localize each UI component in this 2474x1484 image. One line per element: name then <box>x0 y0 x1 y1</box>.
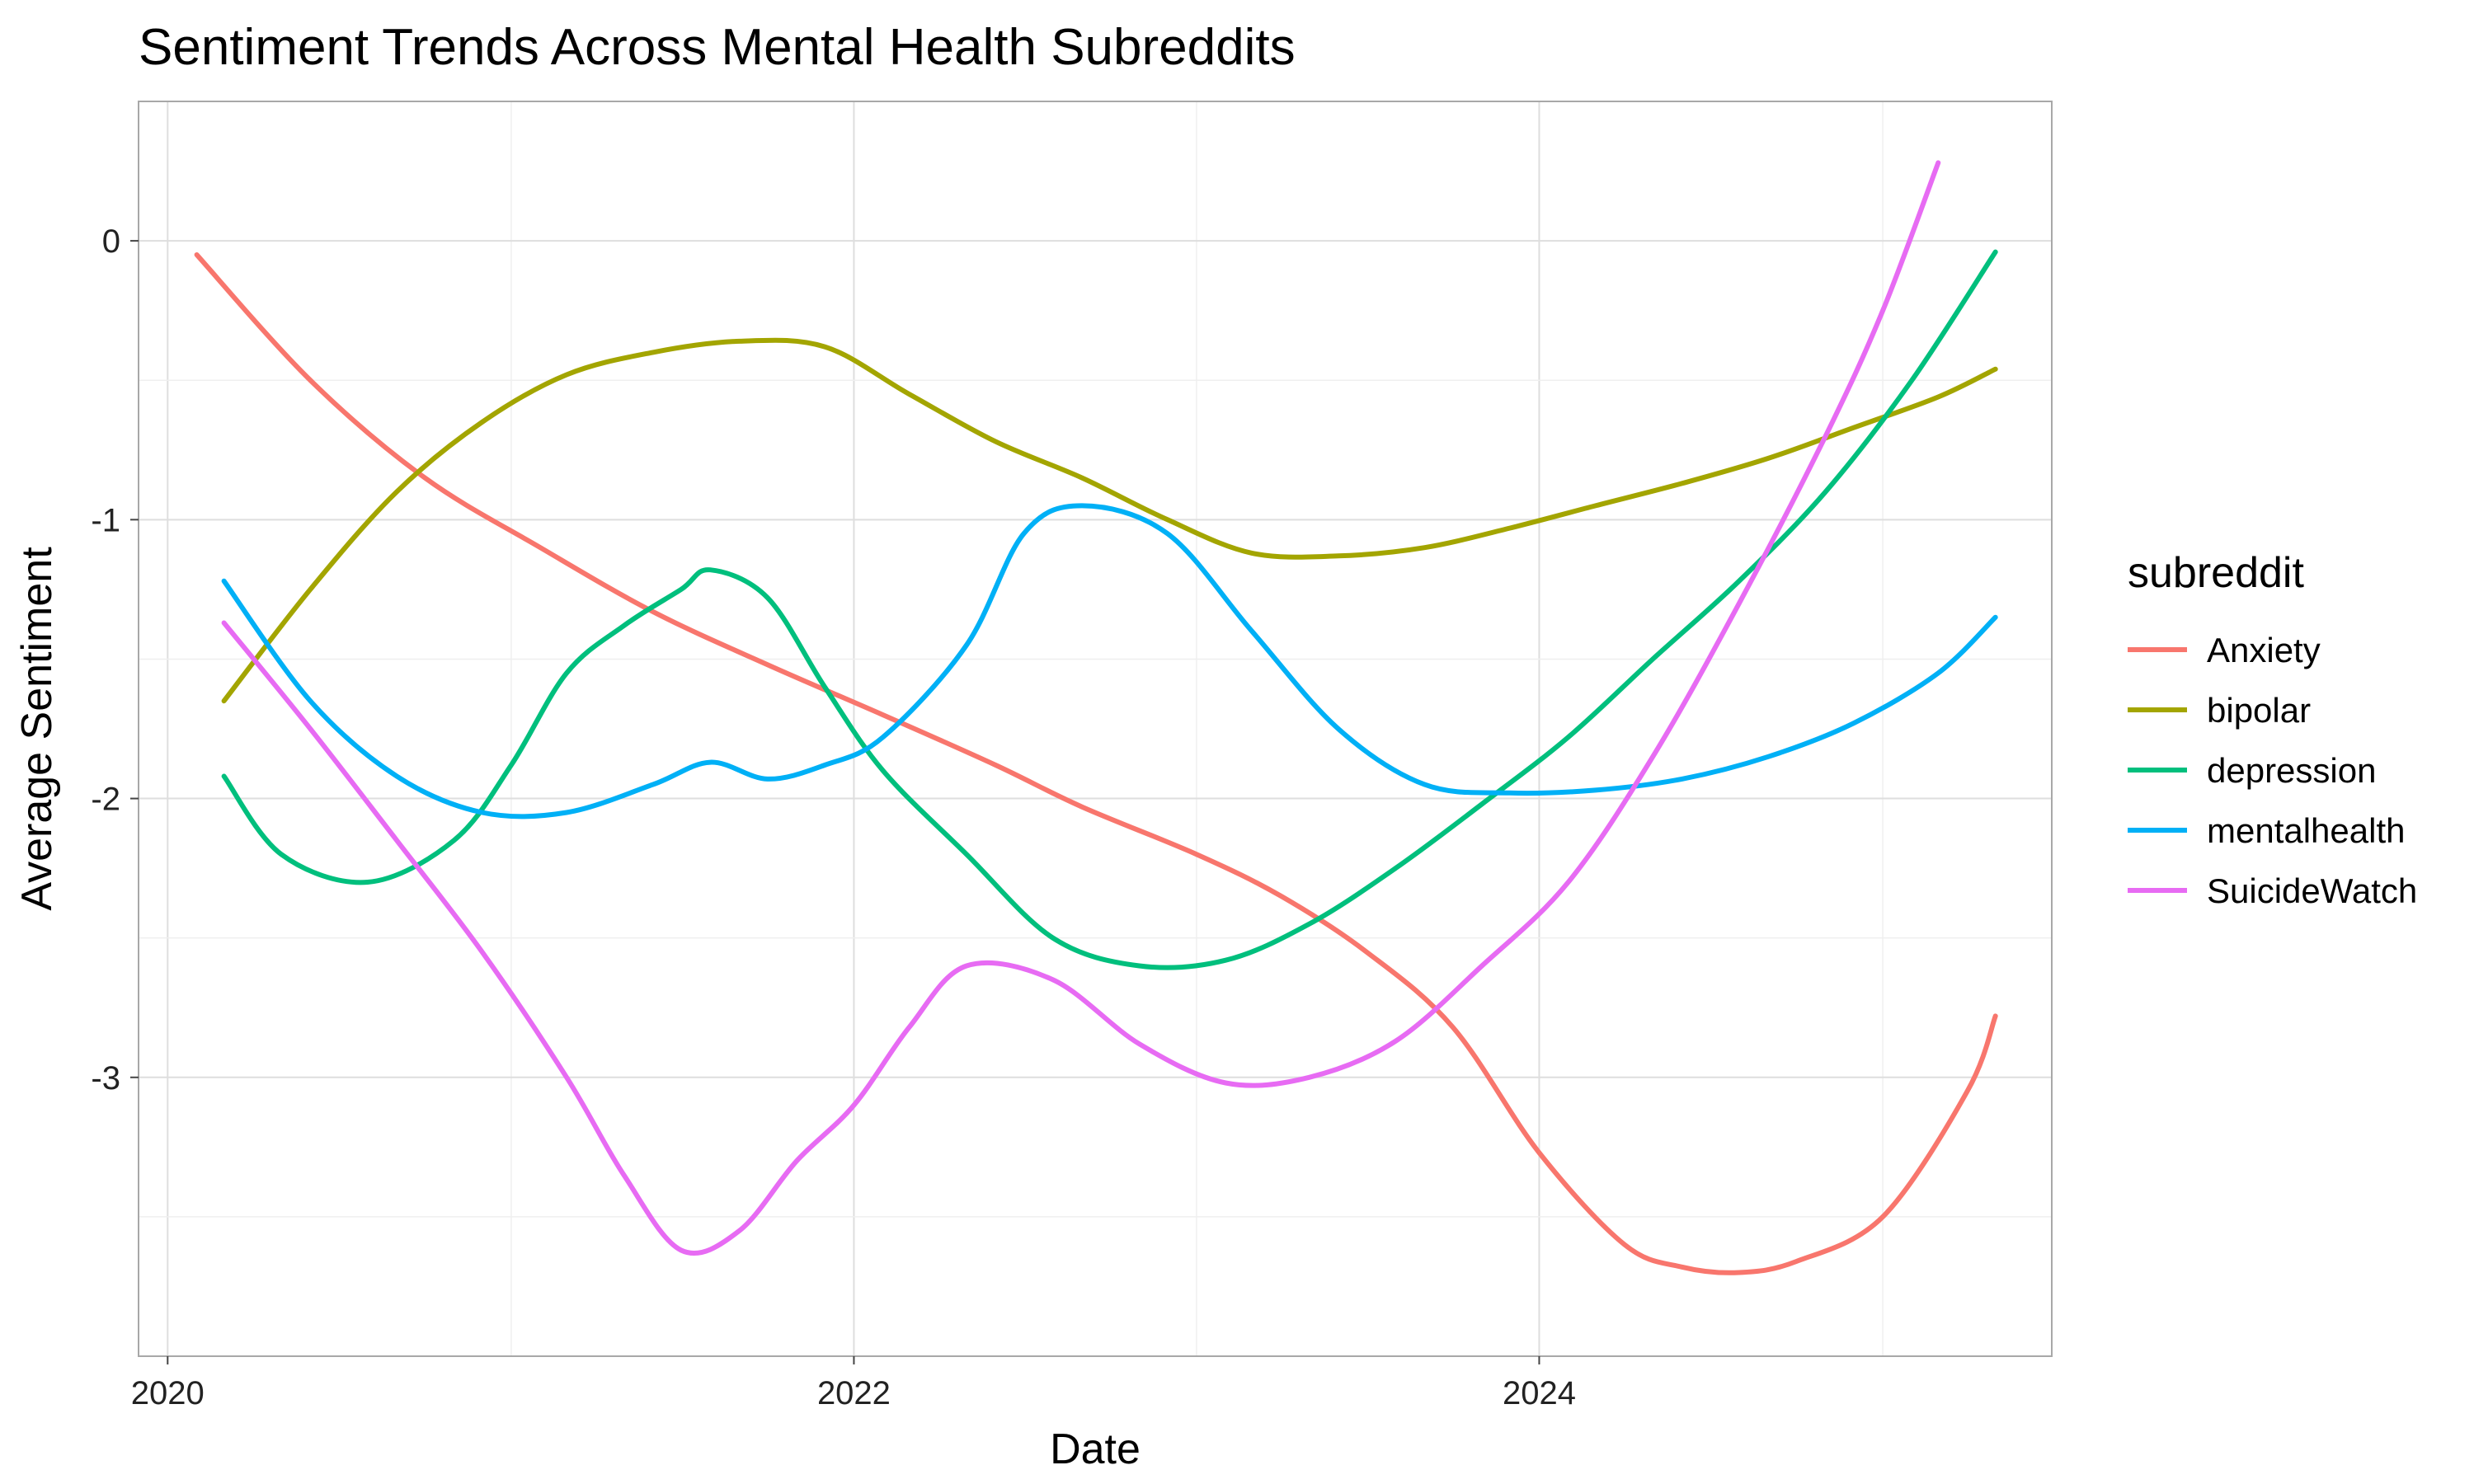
y-axis-title: Average Sentiment <box>13 547 61 911</box>
x-tick-label: 2024 <box>1503 1375 1576 1411</box>
chart-title: Sentiment Trends Across Mental Health Su… <box>139 19 1296 76</box>
series-lines <box>194 160 1998 1275</box>
legend-label-mentalhealth: mentalhealth <box>2207 811 2406 850</box>
x-tick-label: 2022 <box>817 1375 891 1411</box>
y-tick-label: 0 <box>102 223 120 260</box>
legend-label-anxiety: Anxiety <box>2207 631 2321 669</box>
y-tick-label: -2 <box>91 782 120 818</box>
series-line-mentalhealth <box>221 503 1998 819</box>
legend-label-suicidewatch: SuicideWatch <box>2207 871 2417 910</box>
x-tick-label: 2020 <box>131 1375 205 1411</box>
plot-panel <box>138 101 2053 1357</box>
y-tick-label: -1 <box>91 502 120 538</box>
axes: 2020 2022 2024 0 -1 -2 -3 <box>91 223 1576 1411</box>
grid-lines <box>139 101 2052 1356</box>
y-tick-label: -3 <box>91 1060 120 1097</box>
series-line-bipolar <box>221 337 1998 704</box>
legend-label-depression: depression <box>2207 751 2376 790</box>
series-line-depression <box>221 249 1998 970</box>
legend: subreddit Anxiety bipolar depression mental… <box>2128 549 2417 910</box>
legend-title: subreddit <box>2128 549 2304 597</box>
series-line-suicidewatch <box>221 160 1941 1256</box>
series-line-anxiety <box>194 252 1998 1275</box>
legend-label-bipolar: bipolar <box>2207 691 2311 730</box>
x-axis-title: Date <box>1050 1425 1141 1473</box>
